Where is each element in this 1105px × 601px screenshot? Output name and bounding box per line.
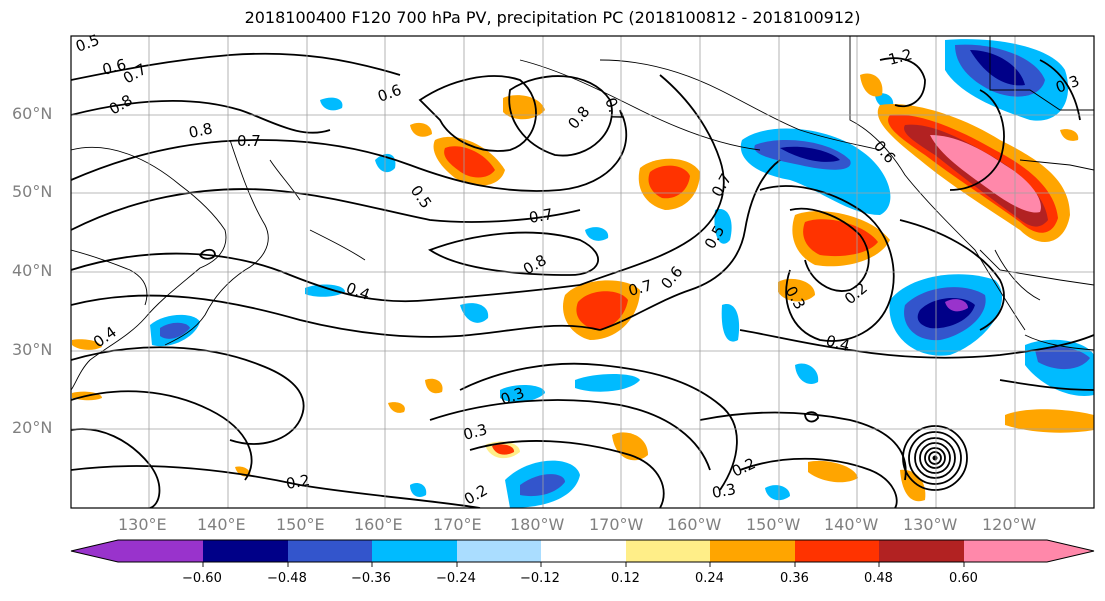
contour-label: 0.6 [100,55,128,79]
map-title: 2018100400 F120 700 hPa PV, precipitatio… [244,8,861,27]
lat-label-40n: 40°N [12,261,53,280]
colorbar-segment [710,540,795,562]
lat-label-20n: 20°N [12,418,53,437]
lon-label-180w: 180°W [510,515,565,534]
contour-label: 0.7 [626,276,654,300]
contour-label: 0.3 [711,480,738,502]
contour-label: 0.7 [528,205,555,227]
contour-label: 0.2 [729,454,758,480]
neg-anomaly-alaska [740,128,891,215]
contour-label: 0.6 [657,263,686,293]
lon-label-120w: 120°W [982,515,1037,534]
colorbar-tick-label: −0.24 [436,571,476,586]
colorbar-tick-label: 0.24 [695,571,724,586]
colorbar-tick-label: 0.60 [949,571,978,586]
lon-label-130w: 130°W [903,515,958,534]
lon-label-140e: 140°E [197,515,246,534]
hurricane-contours [902,425,968,491]
contour-label: 0.2 [285,471,312,493]
contour-label: 0.4 [344,279,373,304]
colorbar-segment [626,540,710,562]
lon-label-170w: 170°W [589,515,644,534]
colorbar-segment [795,540,879,562]
colorbar-segment [288,540,372,562]
contour-label: 1.2 [886,45,914,69]
colorbar-tick-label: −0.60 [182,571,222,586]
contour-label: 0.3 [461,420,489,444]
lon-label-160w: 160°W [667,515,722,534]
lon-label-160e: 160°E [354,515,403,534]
lat-label-30n: 30°N [12,340,53,359]
contour-label: 0.7 [708,170,736,200]
contour-label-group: 0.5 0.6 0.7 0.8 0.8 0.7 0.6 0.5 0.8 0.7 … [73,31,1082,509]
contour-label: 0.8 [564,103,593,133]
lon-label-150w: 150°W [746,515,801,534]
colorbar-tick-label: −0.12 [520,571,560,586]
lon-label-140w: 140°W [824,515,879,534]
lon-label-170e: 170°E [433,515,482,534]
contour-label: 0.5 [73,31,102,56]
contour-label: 0.6 [375,81,404,106]
colorbar-tick-label: −0.48 [267,571,307,586]
colorbar-segment [541,540,626,562]
colorbar-tick-label: 0.12 [611,571,640,586]
colorbar-segment [964,540,1094,562]
colorbar-segment [372,540,457,562]
contour-label: 0.2 [841,279,871,308]
colorbar-tick-label: 0.36 [780,571,809,586]
plot-frame [70,35,1095,509]
contour-label: 0.8 [106,91,136,119]
contour-label: 0.4 [824,331,852,355]
colorbar-segment [879,540,964,562]
lat-label-50n: 50°N [12,182,53,201]
colorbar-segment [457,540,541,562]
contour-label: 0.7 [601,95,626,124]
lon-label-150e: 150°E [276,515,325,534]
lat-label-60n: 60°N [12,104,53,123]
pv-contours [71,52,1094,508]
colorbar-tick-label: −0.36 [351,571,391,586]
lon-label-130e: 130°E [118,515,167,534]
contour-label: 0.5 [407,182,435,212]
colorbar [70,539,1095,567]
colorbar-tick-label: 0.48 [864,571,893,586]
hurricane-center [932,455,938,461]
colorbar-segment [71,540,203,562]
contour-label: 0.7 [237,132,261,150]
colorbar-segment [203,540,288,562]
contour-label: 0.8 [187,119,214,142]
contour-label: 0.2 [461,481,491,509]
gridlines [71,36,1094,508]
